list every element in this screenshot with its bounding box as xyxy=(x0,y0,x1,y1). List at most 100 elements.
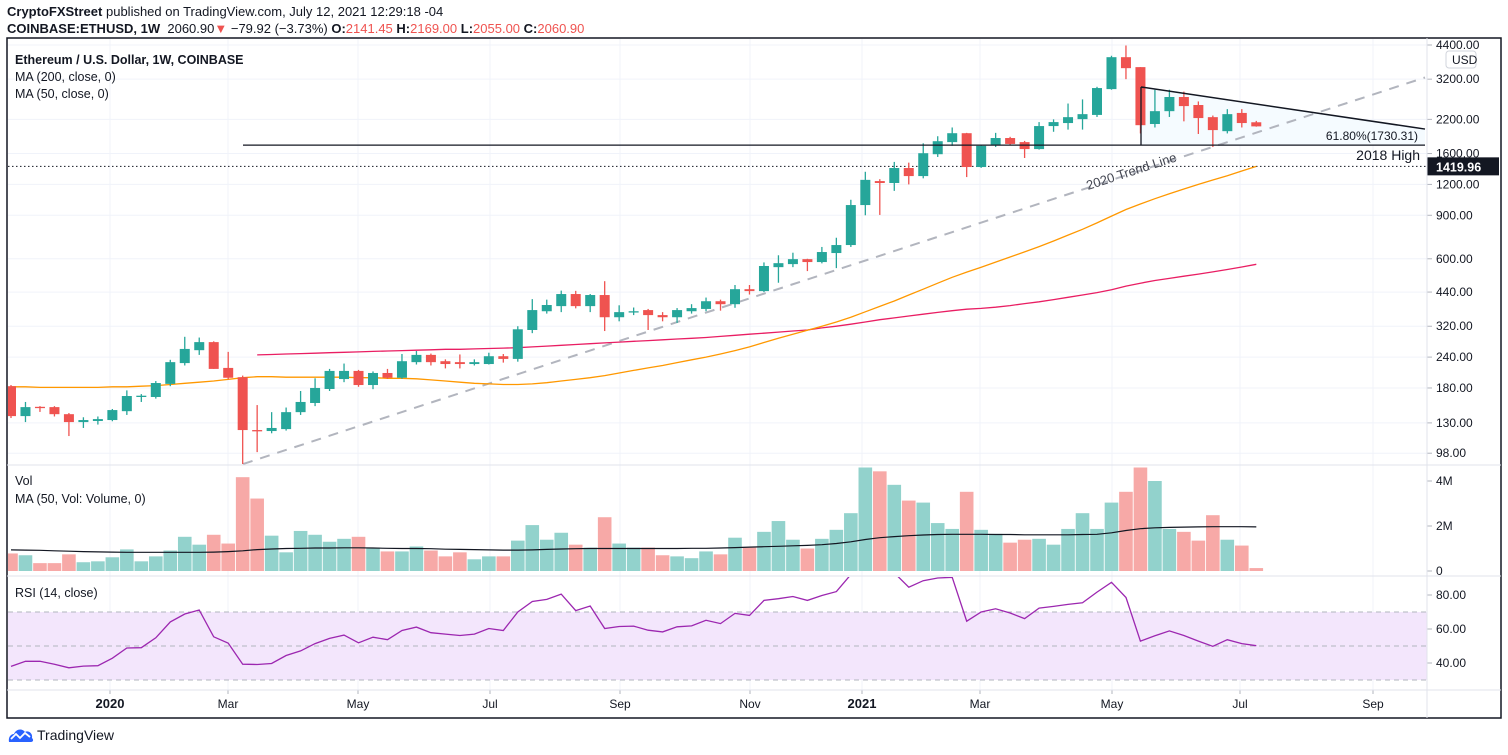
symbol-info: COINBASE:ETHUSD, 1W 2060.90▼ −79.92 (−3.… xyxy=(7,21,584,36)
candle-up xyxy=(1164,97,1175,112)
candle-up xyxy=(947,133,958,143)
candle-up xyxy=(918,153,929,177)
candle-up xyxy=(20,407,31,417)
low-value: 2055.00 xyxy=(473,21,521,36)
volume-bar xyxy=(322,541,337,571)
candle-up xyxy=(165,362,176,384)
candle-down xyxy=(657,315,668,318)
volume-bar xyxy=(1148,481,1162,571)
candle-up xyxy=(614,312,625,318)
volume-bar xyxy=(33,563,47,571)
candle-down xyxy=(643,310,654,316)
legend-ma50[interactable]: MA (50, close, 0) xyxy=(15,87,109,101)
candle-down xyxy=(1193,105,1204,119)
volume-bar xyxy=(713,554,728,571)
volume-bar xyxy=(192,544,207,571)
volume-bar xyxy=(626,547,641,571)
legend-title: Ethereum / U.S. Dollar, 1W, COINBASE xyxy=(15,53,244,67)
volume-bar xyxy=(1235,545,1249,571)
candle-up xyxy=(179,348,190,364)
time-tick-label: Sep xyxy=(609,697,631,711)
volume-bar xyxy=(206,534,221,571)
volume-bar xyxy=(554,532,569,571)
rsi-tick-label: 80.00 xyxy=(1436,588,1466,602)
volume-bar xyxy=(149,556,163,571)
publisher-name[interactable]: CryptoFXStreet xyxy=(7,4,103,19)
candle-up xyxy=(816,252,827,263)
volume-bar xyxy=(120,549,134,571)
time-tick-label: 2020 xyxy=(96,696,125,711)
volume-bar xyxy=(264,535,279,571)
triangle-upper-line xyxy=(1140,86,1426,130)
currency-badge xyxy=(1445,50,1477,69)
volume-bar xyxy=(786,539,800,571)
candle-down xyxy=(1120,57,1131,69)
volume-bar xyxy=(684,558,699,571)
candle-up xyxy=(556,294,567,307)
volume-bar xyxy=(568,544,583,571)
volume-bar xyxy=(655,555,670,571)
volume-bar xyxy=(1249,568,1264,571)
high-value: 2169.00 xyxy=(410,21,458,36)
volume-bar xyxy=(1191,540,1206,571)
volume-bar xyxy=(930,523,945,571)
price-tick-label: 3200.00 xyxy=(1436,72,1480,86)
price-tick-label: 900.00 xyxy=(1436,208,1473,222)
volume-bar xyxy=(1003,542,1017,571)
candle-up xyxy=(92,419,103,422)
candle-up xyxy=(194,342,205,351)
price-tick-label: 180.00 xyxy=(1436,381,1473,395)
candle-down xyxy=(802,259,813,263)
legend-vol-ma[interactable]: MA (50, Vol: Volume, 0) xyxy=(15,492,146,506)
candle-up xyxy=(121,396,132,412)
moving-averages xyxy=(11,165,1257,389)
high-label: H: xyxy=(396,21,411,36)
volume-bar xyxy=(18,555,33,571)
volume-bar xyxy=(974,529,988,571)
candle-up xyxy=(324,370,335,389)
price-change: −79.92 (−3.73%) xyxy=(230,21,328,36)
candle-up xyxy=(527,310,538,330)
volume-bar xyxy=(1032,538,1046,571)
candle-up xyxy=(773,263,784,268)
price-tick-label: 130.00 xyxy=(1436,416,1473,430)
volume-bar xyxy=(482,556,496,571)
candle-up xyxy=(136,395,147,397)
candle-up xyxy=(1063,117,1074,124)
candle-up xyxy=(266,427,277,432)
close-label: C: xyxy=(523,21,538,36)
candle-up xyxy=(889,168,900,183)
volume-bar xyxy=(337,538,351,571)
rsi-tick-label: 60.00 xyxy=(1436,622,1466,636)
published-text: published on TradingView.com, July 12, 2… xyxy=(105,4,444,19)
volume-bar xyxy=(163,550,178,571)
chart-frame xyxy=(6,37,1502,719)
volume-bar xyxy=(1133,467,1148,571)
2018-high-label: 2018 High xyxy=(1356,147,1420,163)
price-tick-label: 2200.00 xyxy=(1436,112,1480,126)
volume-tick-label: 2M xyxy=(1436,519,1453,533)
triangle-fill xyxy=(1141,86,1425,146)
volume-bar xyxy=(409,546,424,571)
volume-bar xyxy=(728,537,742,571)
axes[interactable]: 4400.00 3200.00 2200.00 1600.00 1200.00 900.0… xyxy=(96,38,1499,711)
legend-vol[interactable]: Vol xyxy=(15,474,33,488)
volume-bar xyxy=(887,484,902,571)
volume-bar xyxy=(279,552,293,571)
ma50-line xyxy=(11,165,1257,389)
candle-up xyxy=(976,145,987,168)
volume-bar xyxy=(105,557,120,571)
price-tick-label: 98.00 xyxy=(1436,446,1466,460)
volume-bar xyxy=(496,556,511,571)
last-value-label: 1419.96 xyxy=(1436,160,1481,174)
legend-ma200[interactable]: MA (200, close, 0) xyxy=(15,70,116,84)
candle-up xyxy=(1222,114,1233,132)
candle-up xyxy=(758,265,769,292)
tradingview-logo-icon xyxy=(8,729,34,742)
volume-bar xyxy=(395,551,409,571)
volume-bar xyxy=(467,559,482,571)
candle-up xyxy=(990,138,1001,145)
tradingview-footer[interactable]: TradingView xyxy=(8,727,114,743)
legend-rsi[interactable]: RSI (14, close) xyxy=(15,586,98,600)
